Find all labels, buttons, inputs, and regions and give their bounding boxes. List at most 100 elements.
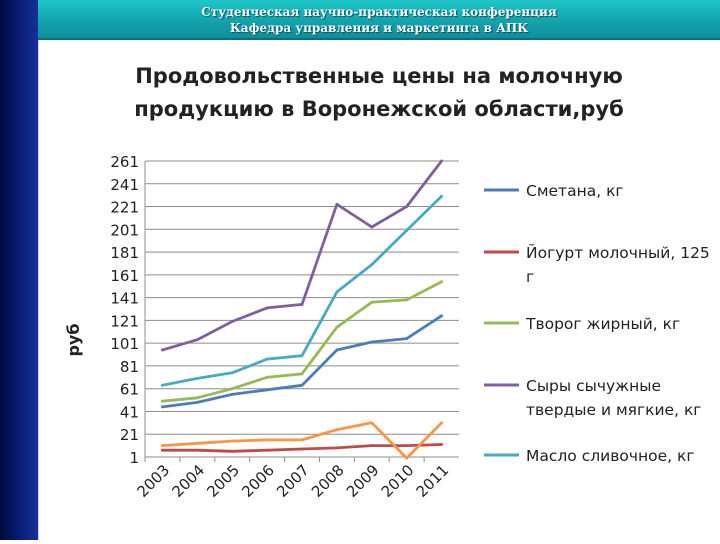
data-point — [195, 377, 199, 380]
data-point — [300, 372, 304, 376]
x-tick-label: 2004 — [168, 461, 208, 501]
data-point — [405, 298, 409, 302]
chart-panel: Продовольственные цены на молочную проду… — [38, 40, 720, 540]
series-line — [161, 314, 444, 409]
data-point — [161, 399, 164, 403]
data-point — [300, 447, 304, 451]
data-point — [335, 446, 339, 450]
data-point — [405, 456, 409, 460]
y-tick-label: 141 — [110, 290, 139, 308]
data-point — [161, 383, 164, 387]
y-tick-label: 261 — [110, 153, 139, 171]
header-line-department: Кафедра управления и маркетинга в АПК — [229, 21, 529, 35]
y-tick-label: 101 — [110, 335, 139, 353]
data-point — [405, 444, 409, 448]
data-point — [230, 371, 234, 375]
data-point — [300, 438, 304, 442]
x-tick-label: 2010 — [378, 461, 418, 501]
data-point — [440, 280, 443, 284]
data-point — [230, 387, 234, 391]
y-tick-label: 121 — [110, 312, 139, 330]
legend-label: Масло сливочное, кг — [526, 447, 695, 465]
x-tick-label: 2005 — [203, 461, 243, 501]
x-tick-label: 2006 — [238, 461, 278, 501]
data-point — [370, 421, 374, 425]
data-point — [370, 300, 374, 304]
x-tick-label: 2008 — [308, 461, 348, 501]
price-line-chart: Продовольственные цены на молочную проду… — [64, 64, 710, 501]
legend-label: Сыры сычужные — [526, 377, 661, 395]
data-point — [370, 340, 374, 344]
y-tick-label: 181 — [110, 244, 139, 262]
data-point — [300, 383, 304, 387]
data-point — [335, 290, 339, 294]
data-point — [265, 448, 269, 452]
data-point — [161, 448, 164, 452]
data-point — [230, 392, 234, 396]
legend-label: Йогурт молочный, 125 — [526, 243, 710, 262]
data-point — [230, 449, 234, 453]
data-point — [440, 421, 443, 425]
legend: Сметана, кг Йогурт молочный, 125 г Творог ж… — [484, 182, 710, 465]
data-point — [440, 443, 443, 446]
chart-title-line2: продукцию в Воронежской области,руб — [134, 97, 624, 121]
data-point — [300, 303, 304, 306]
data-point — [265, 388, 269, 392]
side-band — [0, 0, 38, 540]
data-point — [265, 357, 269, 361]
y-tick-label: 161 — [110, 267, 139, 285]
series-line — [161, 159, 444, 352]
y-tick-label: 41 — [120, 403, 139, 421]
data-point — [370, 225, 374, 229]
y-tick-label: 61 — [120, 381, 139, 399]
data-point — [195, 448, 199, 452]
data-point — [265, 375, 269, 379]
y-axis-label: руб — [64, 323, 83, 356]
data-point — [230, 320, 234, 323]
data-point — [370, 444, 374, 448]
y-tick-label: 81 — [120, 358, 139, 376]
data-point — [405, 205, 409, 208]
y-tick-label: 221 — [110, 199, 139, 217]
data-point — [195, 396, 199, 400]
legend-label: Творог жирный, кг — [525, 315, 680, 333]
data-point — [440, 159, 443, 163]
y-tick-label: 21 — [120, 426, 139, 444]
data-point — [405, 337, 409, 340]
data-point — [195, 400, 199, 404]
series-lines — [161, 159, 444, 460]
x-tick-label: 2007 — [273, 461, 313, 501]
data-point — [300, 354, 304, 358]
data-point — [195, 441, 199, 445]
x-tick-label: 2009 — [343, 461, 383, 501]
data-point — [161, 444, 164, 448]
data-point — [370, 263, 374, 266]
data-point — [265, 438, 269, 442]
x-tick-label: 2003 — [134, 461, 174, 501]
series-line — [161, 280, 444, 403]
data-point — [405, 229, 409, 232]
y-tick-label: 241 — [110, 176, 139, 194]
x-tick-label: 2011 — [413, 461, 453, 501]
data-point — [335, 348, 339, 352]
legend-label: твердые и мягкие, кг — [526, 401, 701, 419]
chart-title-line1: Продовольственные цены на молочную — [135, 64, 623, 88]
data-point — [265, 306, 269, 310]
data-point — [440, 194, 443, 198]
data-point — [335, 325, 339, 329]
data-point — [335, 202, 339, 206]
legend-label: Сметана, кг — [526, 182, 624, 200]
data-point — [440, 314, 443, 318]
data-point — [161, 405, 164, 409]
header-banner: Студенческая научно-практическая конфере… — [38, 0, 720, 40]
legend-label: г — [526, 268, 534, 286]
data-point — [335, 428, 339, 432]
y-tick-label: 201 — [110, 221, 139, 239]
data-point — [161, 348, 164, 352]
grid-lines — [144, 160, 459, 458]
data-point — [230, 439, 234, 443]
data-point — [195, 338, 199, 342]
header-line-conference: Студенческая научно-практическая конфере… — [201, 5, 557, 19]
